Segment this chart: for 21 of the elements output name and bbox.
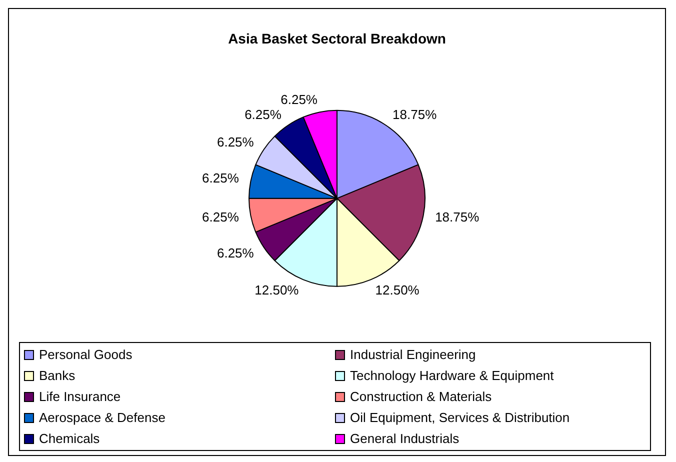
data-label: 12.50%	[375, 282, 420, 298]
legend-label: Life Insurance	[39, 389, 121, 404]
data-label: 6.25%	[244, 106, 282, 122]
legend-label: General Industrials	[350, 431, 460, 446]
data-label: 18.75%	[435, 209, 480, 224]
chart-title: Asia Basket Sectoral Breakdown	[228, 30, 446, 46]
legend-label: Oil Equipment, Services & Distribution	[350, 410, 570, 425]
legend-label: Personal Goods	[39, 347, 132, 362]
data-label: 6.25%	[216, 134, 254, 150]
data-label: 6.25%	[280, 92, 318, 107]
data-label: 6.25%	[216, 246, 254, 261]
legend-label: Banks	[39, 368, 76, 383]
legend-label: Industrial Engineering	[350, 347, 476, 362]
data-label: 12.50%	[254, 282, 300, 298]
legend-label: Chemicals	[39, 431, 100, 446]
data-label: 6.25%	[202, 170, 240, 186]
legend-label: Technology Hardware & Equipment	[350, 368, 554, 383]
legend-label: Construction & Materials	[350, 389, 492, 404]
legend-label: Aerospace & Defense	[39, 410, 166, 425]
data-label: 18.75%	[392, 106, 438, 122]
data-label: 6.25%	[202, 209, 240, 224]
